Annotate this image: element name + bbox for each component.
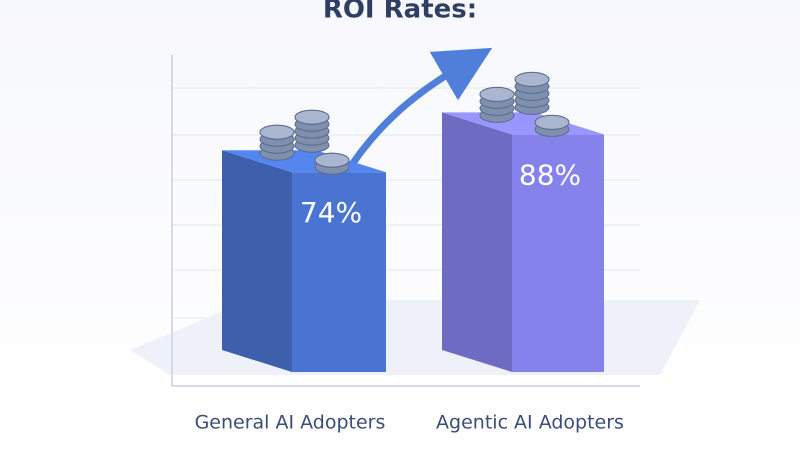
coin-top [479, 86, 515, 102]
bar-side [442, 112, 512, 373]
x-tick-label: Agentic AI Adopters [436, 412, 624, 434]
coin-top [259, 124, 295, 140]
coin-top [514, 71, 550, 87]
bar-side [222, 150, 292, 372]
coin-stack [259, 109, 350, 175]
value-label: 74% [300, 196, 362, 229]
chart-title: ROI Rates: [323, 0, 477, 25]
bar [512, 134, 604, 372]
growth-arrow [341, 47, 493, 179]
bar [292, 172, 386, 372]
x-tick-label: General AI Adopters [195, 412, 386, 434]
bar-group [222, 150, 386, 372]
bar-group [442, 112, 604, 373]
coin-top [294, 109, 330, 125]
coin-top [534, 114, 570, 130]
coin-top [314, 152, 350, 168]
coin-stack [479, 71, 570, 137]
value-label: 88% [519, 158, 581, 191]
